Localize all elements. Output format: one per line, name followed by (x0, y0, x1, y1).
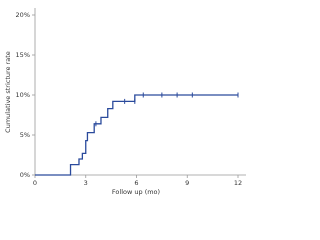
chart: Follow up (mo) Cumulative stricture rate… (4, 8, 246, 196)
x-tick-label: 6 (134, 179, 138, 187)
y-tick-label: 0% (20, 171, 30, 179)
y-axis-label: Cumulative stricture rate (4, 51, 12, 133)
x-tick-label: 3 (84, 179, 88, 187)
x-tick-label: 12 (234, 179, 242, 187)
y-tick-label: 15% (16, 51, 30, 59)
y-tick-label: 5% (20, 131, 30, 139)
y-tick-label: 10% (16, 91, 30, 99)
y-tick-label: 20% (16, 11, 30, 19)
step-line (35, 94, 238, 176)
x-tick-label: 0 (33, 179, 37, 187)
x-axis-label: Follow up (mo) (112, 188, 160, 196)
x-tick-label: 9 (185, 179, 189, 187)
